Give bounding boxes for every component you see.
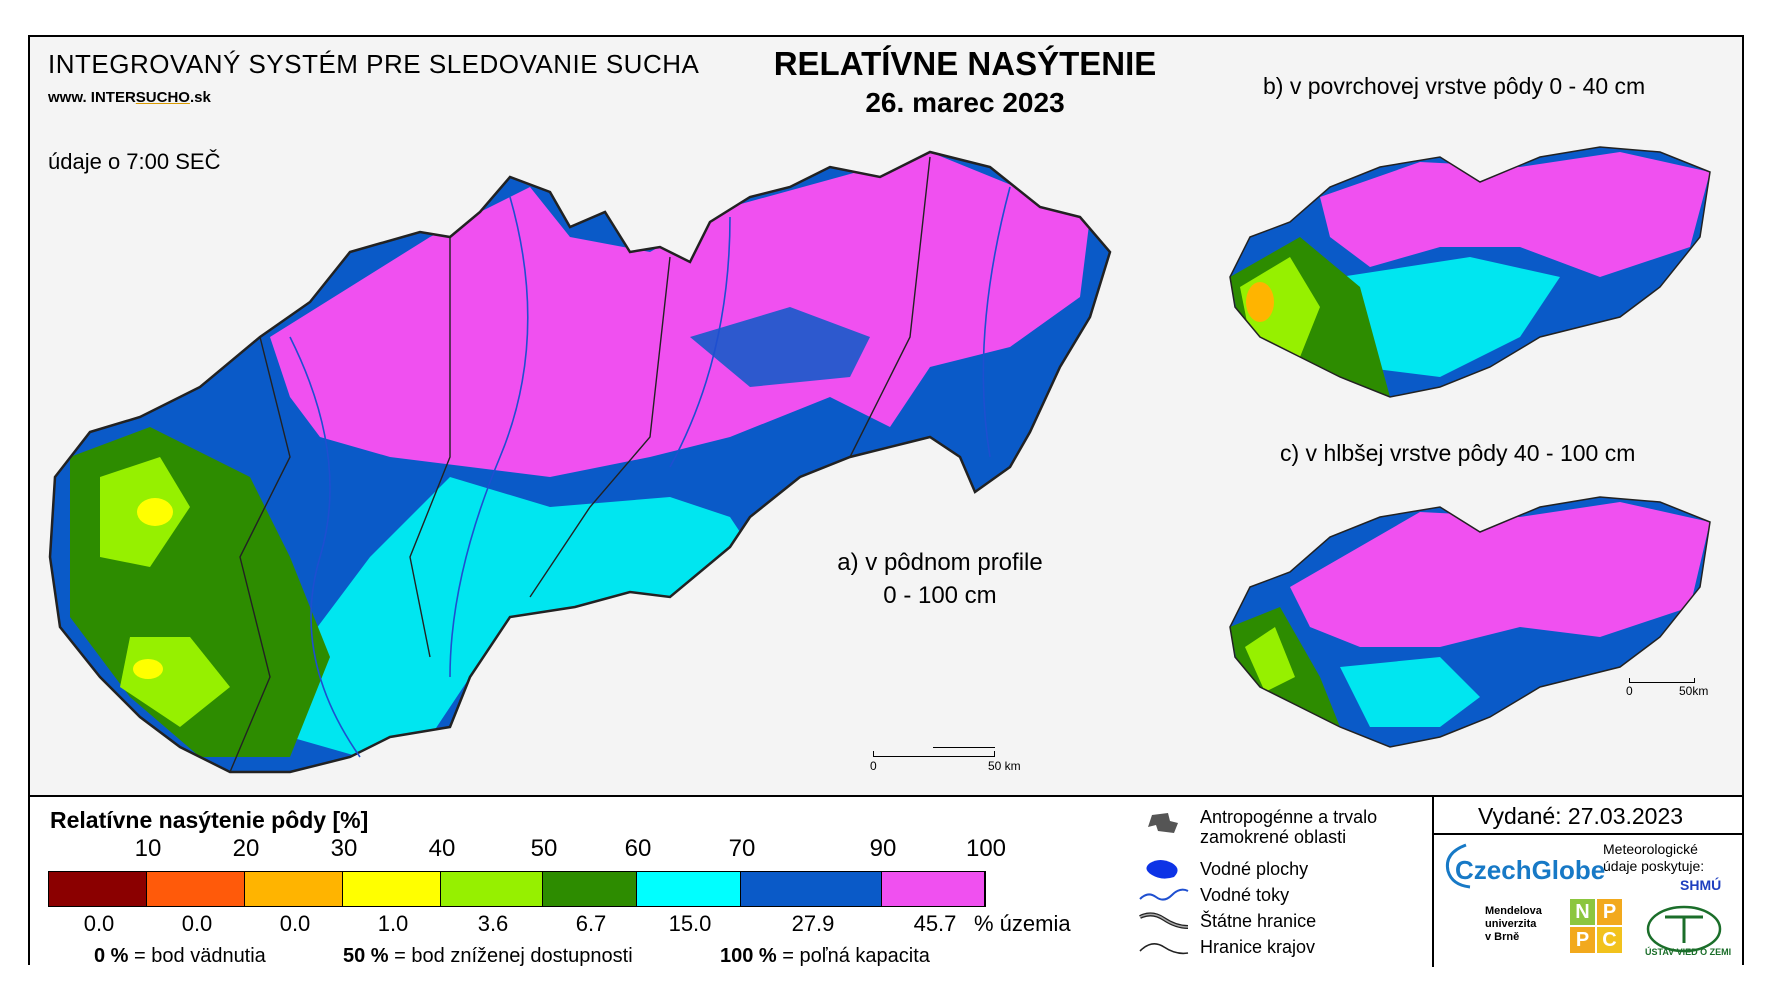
- legend-class-share: 27.9: [791, 911, 835, 936]
- mendel-line2: univerzita: [1485, 918, 1537, 930]
- threshold-50: 50: [530, 835, 558, 862]
- mendel-line3: v Brně: [1485, 931, 1520, 943]
- threshold-90: 90: [869, 835, 897, 862]
- mendel-university-logo: Mendelova univerzita v Brně: [1485, 905, 1542, 944]
- threshold-100: 100: [965, 835, 1007, 862]
- water-bodies-label: Vodné plochy: [1200, 859, 1309, 879]
- nppc-letter: C: [1597, 927, 1622, 953]
- legend-class-share: 3.6: [477, 911, 509, 936]
- legend-title: Relatívne nasýtenie pôdy [%]: [50, 807, 369, 833]
- legend-divider: [1432, 797, 1434, 967]
- main-scale-bar: 0 50 km: [870, 747, 1021, 777]
- main-scale-zero: 0: [870, 759, 877, 773]
- nppc-letter: P: [1570, 927, 1595, 953]
- threshold-10: 10: [134, 835, 162, 862]
- note-field-capacity: 100 % = poľná kapacita: [720, 945, 930, 968]
- czechglobe-swoosh-icon: [1445, 843, 1471, 889]
- anthropogenic-area-icon: [1148, 813, 1178, 833]
- note2-value: 50 %: [343, 945, 389, 967]
- note-reduced-availability: 50 % = bod zníženej dostupnosti: [343, 945, 633, 968]
- legend-class-swatch: [441, 872, 543, 906]
- legend-class-share: 45.7: [913, 911, 957, 936]
- map-title: RELATÍVNE NASÝTENIE: [773, 45, 1157, 82]
- map-a-label-line1: a) v pôdnom profile: [837, 549, 1043, 576]
- legend-color-bar: [48, 871, 986, 907]
- map-b-label: b) v povrchovej vrstve pôdy 0 - 40 cm: [1263, 73, 1646, 99]
- legend-class-swatch: [882, 872, 985, 906]
- shmu-logo: SHMÚ: [1680, 877, 1722, 893]
- nppc-letter: N: [1570, 899, 1595, 925]
- small-scale-end: 50km: [1679, 684, 1709, 698]
- observation-time: údaje o 7:00 SEČ: [48, 149, 221, 174]
- uvz-emblem-icon: [1646, 905, 1722, 953]
- map-a-label-line2: 0 - 100 cm: [883, 582, 997, 609]
- map-a-label: a) v pôdnom profile 0 - 100 cm: [800, 546, 1080, 612]
- anthropogenic-label: Antropogénne a trvalo zamokrené oblasti: [1200, 807, 1378, 847]
- met-data-provider: Meteorologické údaje poskytuje:: [1603, 841, 1705, 874]
- map-date: 26. marec 2023: [865, 87, 1065, 118]
- czechglobe-logo: CzechGlobe: [1455, 855, 1606, 885]
- website-url[interactable]: www. INTERSUCHO.sk: [48, 89, 211, 106]
- legend-class-swatch: [637, 872, 741, 906]
- issued-date: Vydané: 27.03.2023: [1478, 803, 1684, 829]
- deep-layer-map: [1229, 496, 1711, 748]
- legend-class-share: 15.0: [668, 911, 712, 936]
- legend-class-share: 6.7: [575, 911, 607, 936]
- water-streams-label: Vodné toky: [1200, 885, 1290, 905]
- threshold-70: 70: [728, 835, 756, 862]
- issued-box: [1434, 797, 1742, 835]
- system-title: INTEGROVANÝ SYSTÉM PRE SLEDOVANIE SUCHA: [48, 49, 700, 79]
- state-border-label: Štátne hranice: [1200, 911, 1317, 931]
- legend-class-swatch: [49, 872, 147, 906]
- note3-text: = poľná kapacita: [782, 945, 930, 967]
- threshold-20: 20: [232, 835, 260, 862]
- water-stream-icon: [1139, 888, 1189, 901]
- legend-panel: Relatívne nasýtenie pôdy [%] 10 20 30 40…: [30, 795, 1742, 967]
- main-scale-end: 50 km: [988, 759, 1021, 773]
- threshold-30: 30: [330, 835, 358, 862]
- legend-class-share: 0.0: [279, 911, 311, 936]
- url-brand: SUCHO: [135, 89, 190, 106]
- surface-layer-map: [1229, 146, 1711, 398]
- legend-class-swatch: [343, 872, 441, 906]
- mendel-line1: Mendelova: [1485, 905, 1542, 917]
- legend-class-share: 0.0: [83, 911, 115, 936]
- uvz-logo: ÚSTAV VIED O ZEMI: [1645, 947, 1732, 957]
- note3-value: 100 %: [720, 945, 777, 967]
- legend-class-swatch: [741, 872, 882, 906]
- note1-value: 0 %: [94, 945, 129, 967]
- note1-text: = bod vädnutia: [134, 945, 266, 967]
- state-border-icon: [1139, 912, 1189, 929]
- water-body-icon: [1146, 860, 1178, 879]
- map-frame: INTEGROVANÝ SYSTÉM PRE SLEDOVANIE SUCHA …: [28, 35, 1744, 967]
- small-scale-zero: 0: [1626, 684, 1633, 698]
- nppc-logo: N P P C: [1570, 899, 1622, 953]
- legend-class-swatch: [543, 872, 637, 906]
- small-scale-bar: 0 50km: [1626, 674, 1719, 704]
- legend-class-share: 1.0: [377, 911, 409, 936]
- region-border-icon: [1139, 943, 1189, 955]
- threshold-60: 60: [624, 835, 652, 862]
- threshold-40: 40: [428, 835, 456, 862]
- url-suffix: .sk: [189, 89, 211, 106]
- share-unit: % územia: [974, 911, 1071, 936]
- note-wilting-point: 0 % = bod vädnutia: [94, 945, 266, 968]
- legend-class-swatch: [245, 872, 343, 906]
- legend-class-swatch: [147, 872, 245, 906]
- legend-class-share: 0.0: [181, 911, 213, 936]
- region-border-label: Hranice krajov: [1200, 937, 1316, 957]
- note2-text: = bod zníženej dostupnosti: [394, 945, 633, 967]
- nppc-letter: P: [1597, 899, 1622, 925]
- map-c-label: c) v hlbšej vrstve pôdy 40 - 100 cm: [1280, 440, 1636, 466]
- url-prefix: www. INTER: [48, 89, 136, 106]
- main-soil-map: [48, 150, 1112, 774]
